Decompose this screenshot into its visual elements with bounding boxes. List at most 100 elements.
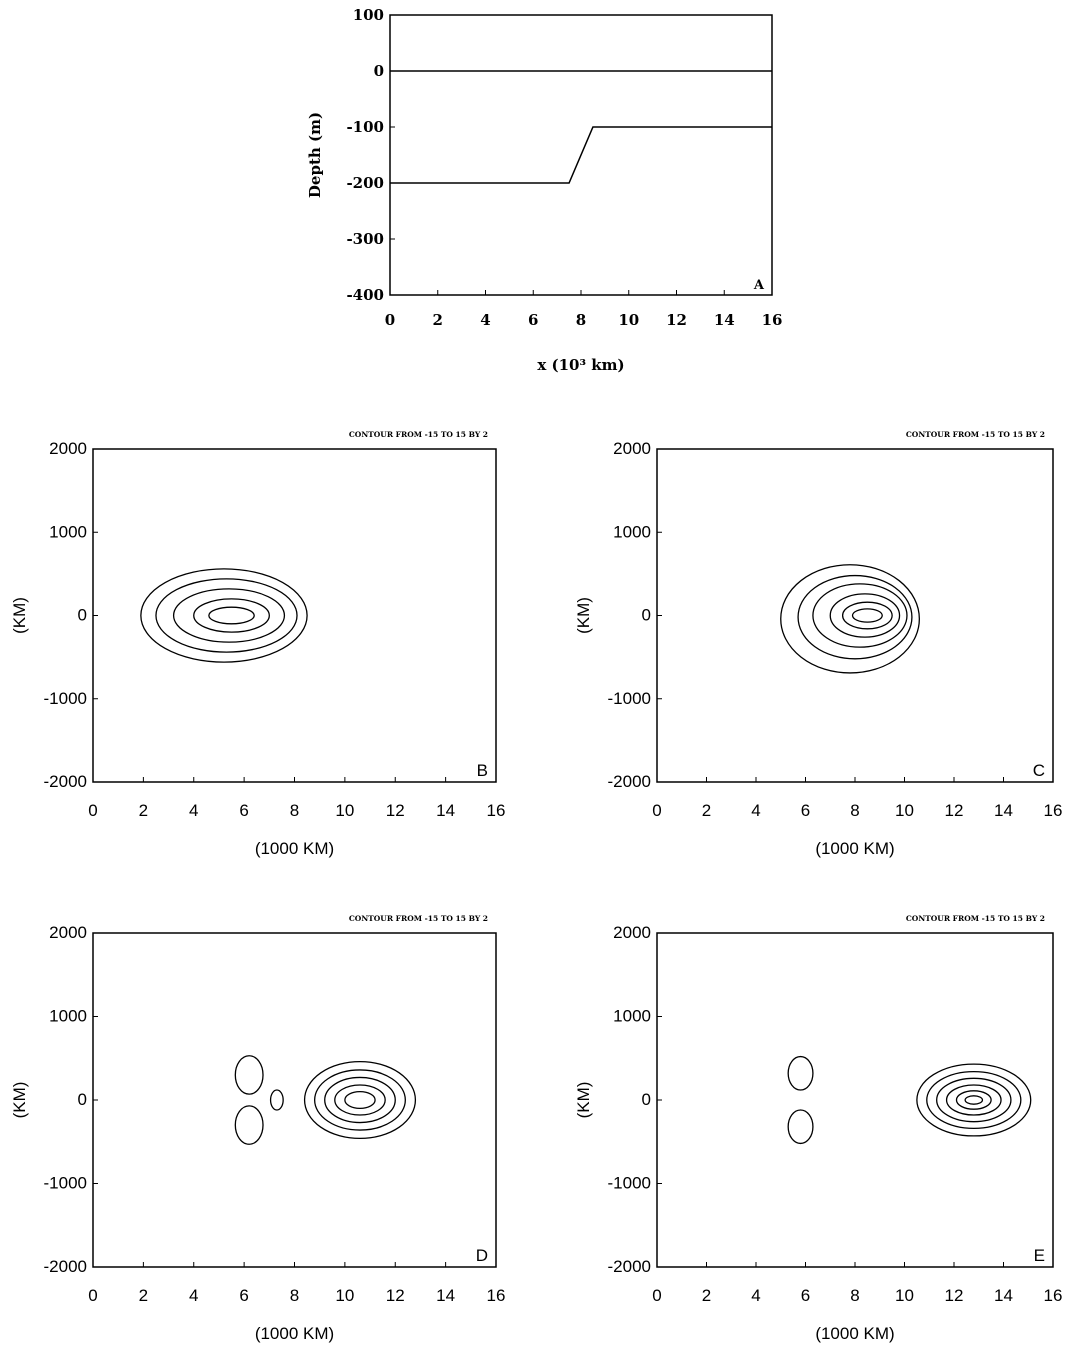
x-tick-label: 14 [994,1286,1013,1305]
x-tick-label: 6 [239,1286,248,1305]
y-tick-label: 100 [353,6,384,24]
panel-label: B [477,761,488,780]
x-tick-label: 4 [751,1286,760,1305]
chart-panel-c: 0 2 4 6 8 10 12 14 16 -2000 -1000 0 1000 2000 (1000 KM… [574,430,1062,858]
y-axis-label: Depth (m) [306,112,324,198]
x-tick-label: 4 [189,1286,198,1305]
x-tick-label: 14 [994,801,1013,820]
x-tick-label: 8 [290,1286,299,1305]
x-tick-label: 6 [528,311,538,329]
contour-line-4 [208,606,255,625]
y-tick-label: -1000 [608,689,651,708]
plot-frame [656,932,1054,1268]
contour-line-0 [780,564,921,674]
contour-line-0 [916,1063,1032,1137]
contour-line-0 [303,1060,417,1140]
x-tick-label: 12 [386,1286,405,1305]
contour-line-1 [797,574,913,660]
x-tick-label: 16 [1044,801,1063,820]
contour-line-3 [945,1084,1002,1116]
plot-frame [656,448,1054,783]
x-tick-label: 8 [290,801,299,820]
contour-line-5 [964,1095,984,1105]
x-tick-label: 8 [576,311,586,329]
x-tick-label: 14 [714,311,735,329]
contour-line-6 [234,1105,264,1145]
panel-label: C [1033,761,1045,780]
contour-line-3 [334,1084,386,1116]
x-tick-label: 2 [702,801,711,820]
x-tick-label: 12 [386,801,405,820]
x-tick-label: 2 [702,1286,711,1305]
x-axis-label: (1000 KM) [255,1324,334,1343]
contour-line-4 [841,601,893,630]
y-axis-label: (KM) [574,1082,593,1119]
x-tick-label: 0 [652,1286,661,1305]
chart-panel-b: 0 2 4 6 8 10 12 14 16 -2000 -1000 0 1000 2000 (1000 KM… [10,430,505,858]
panel-label: D [476,1246,488,1265]
contour-line-2 [172,588,286,643]
contour-line-1 [155,578,298,653]
contour-line-1 [926,1070,1022,1130]
x-tick-label: 16 [762,311,783,329]
x-axis-label: x (10³ km) [537,356,624,374]
x-tick-label: 0 [88,1286,97,1305]
plot-frame [92,932,497,1268]
x-tick-label: 8 [850,801,859,820]
y-tick-label: 0 [78,1090,87,1109]
y-tick-label: -2000 [44,1257,87,1276]
series-line-1 [390,126,772,184]
y-tick-label: 1000 [613,1007,651,1026]
y-tick-label: -2000 [44,772,87,791]
y-tick-label: 1000 [49,522,87,541]
x-tick-label: 0 [385,311,395,329]
y-axis-label: (KM) [10,597,29,634]
x-axis-label: (1000 KM) [815,1324,894,1343]
x-tick-label: 14 [436,1286,455,1305]
x-tick-label: 16 [487,801,506,820]
y-tick-label: 2000 [49,439,87,458]
y-tick-label: -300 [346,230,384,248]
x-tick-label: 10 [335,801,354,820]
x-tick-label: 0 [652,801,661,820]
x-tick-label: 16 [487,1286,506,1305]
y-tick-label: -1000 [608,1174,651,1193]
y-tick-label: 0 [642,606,651,625]
contour-line-2 [324,1076,396,1124]
x-tick-label: 0 [88,801,97,820]
y-axis-label: (KM) [574,597,593,634]
x-axis-label: (1000 KM) [815,839,894,858]
chart-title: CONTOUR FROM -15 TO 15 BY 2 [349,430,488,439]
y-tick-label: -2000 [608,772,651,791]
y-tick-label: -400 [346,286,384,304]
y-tick-label: 1000 [613,522,651,541]
y-tick-label: 0 [374,62,384,80]
x-axis-label: (1000 KM) [255,839,334,858]
contour-line-0 [140,568,308,663]
y-axis-label: (KM) [10,1082,29,1119]
x-tick-label: 12 [945,801,964,820]
chart-title: CONTOUR FROM -15 TO 15 BY 2 [349,914,488,923]
y-tick-label: -100 [346,118,384,136]
y-tick-label: 1000 [49,1007,87,1026]
x-tick-label: 2 [433,311,443,329]
x-tick-label: 12 [945,1286,964,1305]
x-tick-label: 14 [436,801,455,820]
chart-panel-a: 0 2 4 6 8 10 12 14 16 -400 -300 -200 -100 0 100 x (10³ … [306,6,782,374]
contour-line-2 [936,1077,1012,1123]
panel-label: E [1034,1246,1045,1265]
contour-line-4 [344,1091,376,1110]
x-tick-label: 10 [618,311,639,329]
x-tick-label: 10 [895,801,914,820]
y-tick-label: 2000 [613,439,651,458]
y-tick-label: -2000 [608,1257,651,1276]
contour-line-1 [313,1069,406,1131]
x-tick-label: 6 [801,801,810,820]
x-tick-label: 6 [239,801,248,820]
x-tick-label: 16 [1044,1286,1063,1305]
contour-line-7 [787,1109,814,1145]
x-tick-label: 8 [850,1286,859,1305]
contour-line-3 [829,593,901,638]
chart-title: CONTOUR FROM -15 TO 15 BY 2 [906,914,1045,923]
